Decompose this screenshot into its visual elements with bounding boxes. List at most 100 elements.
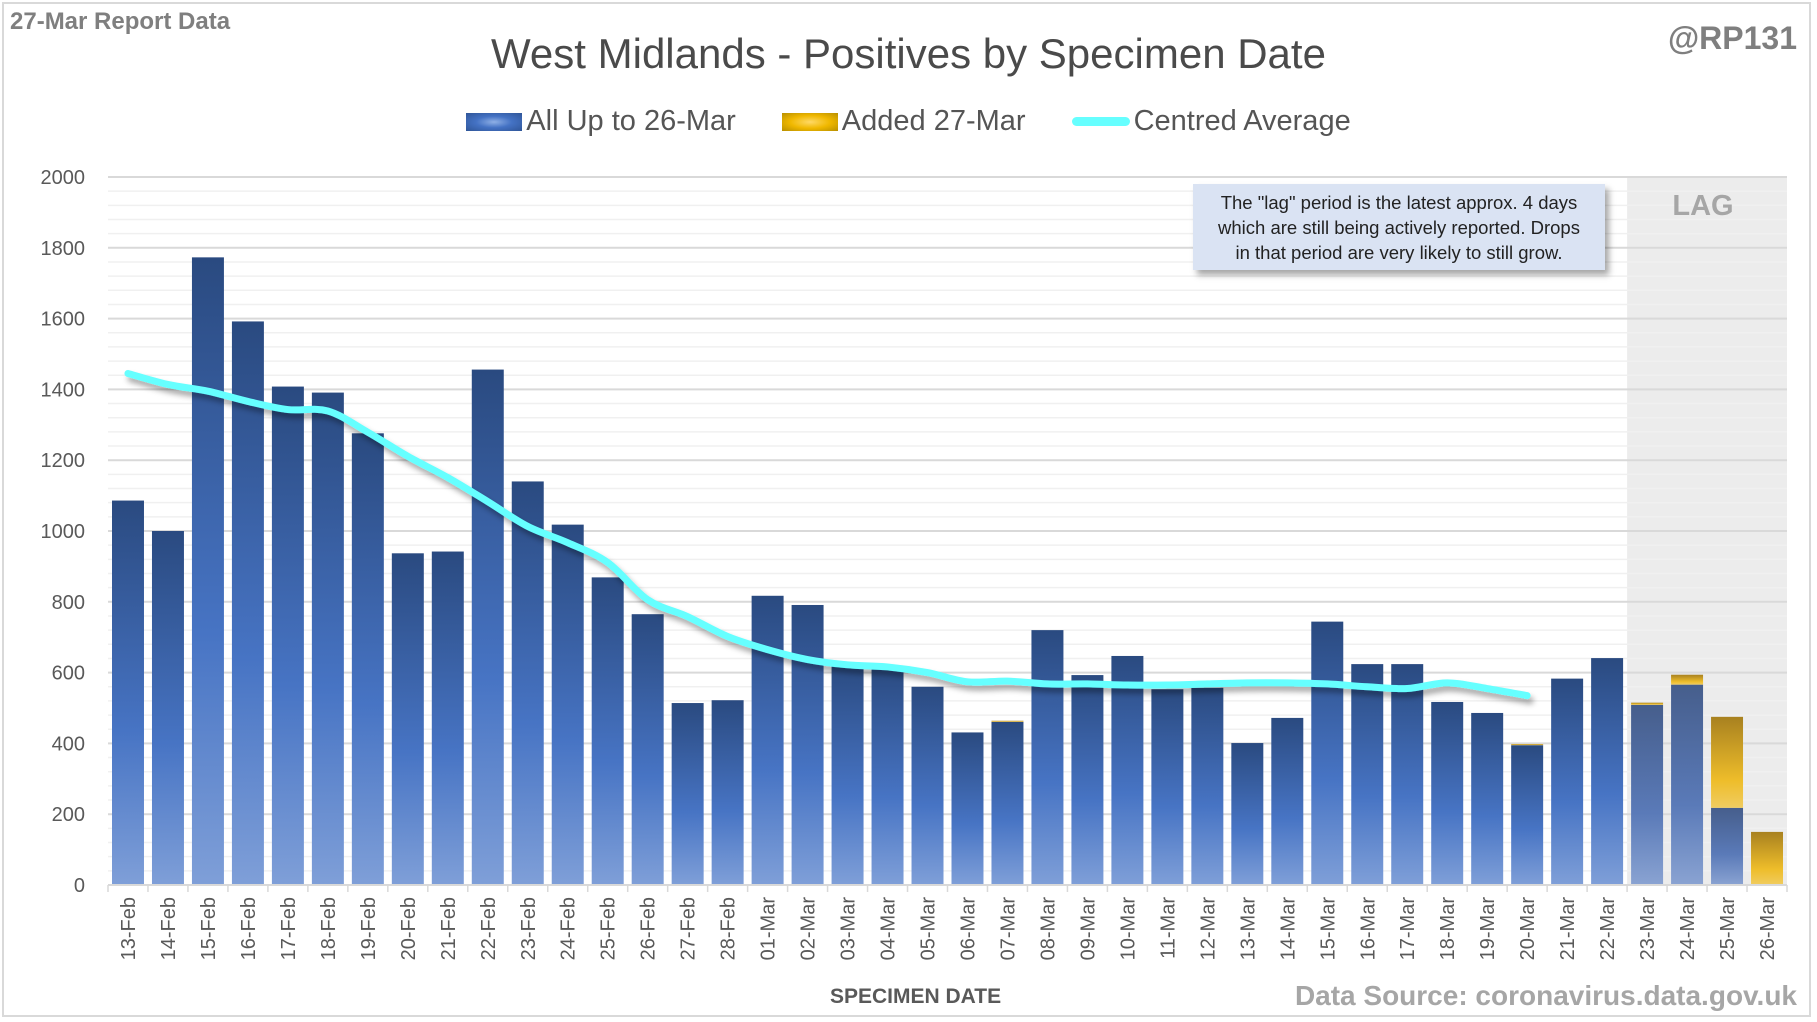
legend-item-all-up-to: All Up to 26-Mar xyxy=(466,105,736,138)
x-tick-label: 01-Mar xyxy=(758,897,780,961)
bar-all-up-to xyxy=(671,703,704,885)
y-tick-label: 1000 xyxy=(41,521,86,543)
legend-swatch-line xyxy=(1071,117,1130,126)
bar-all-up-to xyxy=(551,524,584,885)
x-tick-label: 16-Mar xyxy=(1357,897,1379,961)
bar-all-up-to xyxy=(711,700,744,885)
x-tick-label: 07-Mar xyxy=(997,897,1019,961)
x-tick-label: 13-Mar xyxy=(1237,897,1259,961)
y-tick-label: 1600 xyxy=(41,309,86,331)
bar-all-up-to xyxy=(1551,678,1584,885)
legend-swatch-blue xyxy=(466,112,523,131)
x-tick-label: 15-Mar xyxy=(1317,897,1339,961)
x-tick-label: 28-Feb xyxy=(718,897,740,960)
bar-all-up-to xyxy=(751,595,784,885)
x-tick-label: 23-Feb xyxy=(518,897,540,960)
bar-all-up-to xyxy=(1431,701,1464,885)
legend-label: All Up to 26-Mar xyxy=(526,105,736,137)
x-tick-label: 06-Mar xyxy=(957,897,979,961)
x-tick-label: 23-Mar xyxy=(1637,897,1659,961)
bar-all-up-to xyxy=(1591,658,1624,885)
x-tick-label: 14-Mar xyxy=(1277,897,1299,961)
x-tick-label: 19-Feb xyxy=(358,897,380,960)
legend-item-centred-average: Centred Average xyxy=(1071,105,1351,138)
legend: All Up to 26-Mar Added 27-Mar Centred Av… xyxy=(0,105,1817,138)
x-tick-label: 10-Mar xyxy=(1117,897,1139,961)
bar-all-up-to xyxy=(391,553,424,885)
x-tick-label: 17-Feb xyxy=(278,897,300,960)
bar-all-up-to xyxy=(1471,712,1504,885)
note-line: in that period are very likely to still … xyxy=(1235,242,1563,263)
x-tick-label: 11-Mar xyxy=(1157,897,1179,959)
x-tick-label: 03-Mar xyxy=(838,897,860,961)
x-tick-label: 20-Feb xyxy=(398,897,420,960)
bar-all-up-to xyxy=(1111,655,1144,885)
bar-all-up-to xyxy=(511,481,544,885)
x-tick-label: 20-Mar xyxy=(1517,897,1539,961)
x-tick-label: 22-Mar xyxy=(1597,897,1619,961)
bar-all-up-to xyxy=(1351,664,1384,885)
legend-label: Centred Average xyxy=(1133,105,1351,137)
x-tick-label: 24-Feb xyxy=(558,897,580,960)
data-source: Data Source: coronavirus.data.gov.uk xyxy=(1294,980,1797,1011)
y-tick-label: 2000 xyxy=(41,167,86,189)
bar-added xyxy=(1751,831,1784,885)
bar-all-up-to xyxy=(1151,689,1184,885)
x-tick-label: 08-Mar xyxy=(1037,897,1059,961)
y-tick-label: 0 xyxy=(74,875,85,897)
chart-title: West Midlands - Positives by Specimen Da… xyxy=(491,30,1326,77)
x-tick-label: 25-Feb xyxy=(598,897,620,960)
bar-all-up-to xyxy=(591,577,624,885)
bar-all-up-to xyxy=(1631,704,1664,885)
bar-all-up-to xyxy=(1391,664,1424,885)
bar-added xyxy=(1511,744,1544,746)
legend-swatch-gold xyxy=(781,112,838,131)
bar-all-up-to xyxy=(151,531,184,885)
y-tick-label: 600 xyxy=(52,663,85,685)
bar-added xyxy=(1671,674,1704,685)
y-tick-label: 200 xyxy=(52,804,85,826)
x-tick-label: 26-Feb xyxy=(638,897,660,960)
bar-all-up-to xyxy=(191,257,224,885)
bar-all-up-to xyxy=(831,662,864,885)
bar-all-up-to xyxy=(1511,745,1544,885)
x-axis-title: SPECIMEN DATE xyxy=(830,985,1002,1008)
x-tick-label: 15-Feb xyxy=(198,897,220,960)
bar-all-up-to xyxy=(911,686,944,885)
bar-all-up-to xyxy=(471,369,504,885)
y-tick-label: 400 xyxy=(52,733,85,755)
bar-all-up-to xyxy=(111,500,144,885)
bar-all-up-to xyxy=(351,433,384,885)
x-tick-label: 12-Mar xyxy=(1197,897,1219,961)
bar-all-up-to xyxy=(1031,630,1064,885)
lag-note-box: The "lag" period is the latest approx. 4… xyxy=(1193,184,1605,270)
x-tick-label: 13-Feb xyxy=(118,897,140,960)
note-line: which are still being actively reported.… xyxy=(1218,217,1580,238)
bar-all-up-to xyxy=(991,721,1024,885)
bar-all-up-to xyxy=(871,666,904,885)
bar-all-up-to xyxy=(1271,717,1304,885)
x-tick-label: 21-Mar xyxy=(1557,897,1579,961)
y-tick-label: 800 xyxy=(52,592,85,614)
x-tick-label: 26-Mar xyxy=(1757,897,1779,961)
bar-all-up-to xyxy=(951,732,984,885)
y-tick-label: 1400 xyxy=(41,379,86,401)
bar-all-up-to xyxy=(271,386,304,885)
bar-all-up-to xyxy=(1191,687,1224,885)
x-tick-label: 14-Feb xyxy=(158,897,180,960)
bar-all-up-to xyxy=(1711,807,1744,885)
x-tick-label: 22-Feb xyxy=(478,897,500,960)
x-tick-label: 05-Mar xyxy=(918,897,940,961)
bar-all-up-to xyxy=(431,551,464,885)
legend-item-added: Added 27-Mar xyxy=(781,105,1026,138)
bar-all-up-to xyxy=(791,604,824,885)
centred-average-line xyxy=(124,369,1531,700)
bar-all-up-to xyxy=(1311,621,1344,885)
y-tick-label: 1200 xyxy=(41,450,86,472)
bar-all-up-to xyxy=(1071,675,1104,885)
x-tick-label: 18-Mar xyxy=(1437,897,1459,961)
x-tick-label: 24-Mar xyxy=(1677,897,1699,961)
bar-all-up-to xyxy=(311,392,344,885)
note-line: The "lag" period is the latest approx. 4… xyxy=(1220,192,1578,213)
